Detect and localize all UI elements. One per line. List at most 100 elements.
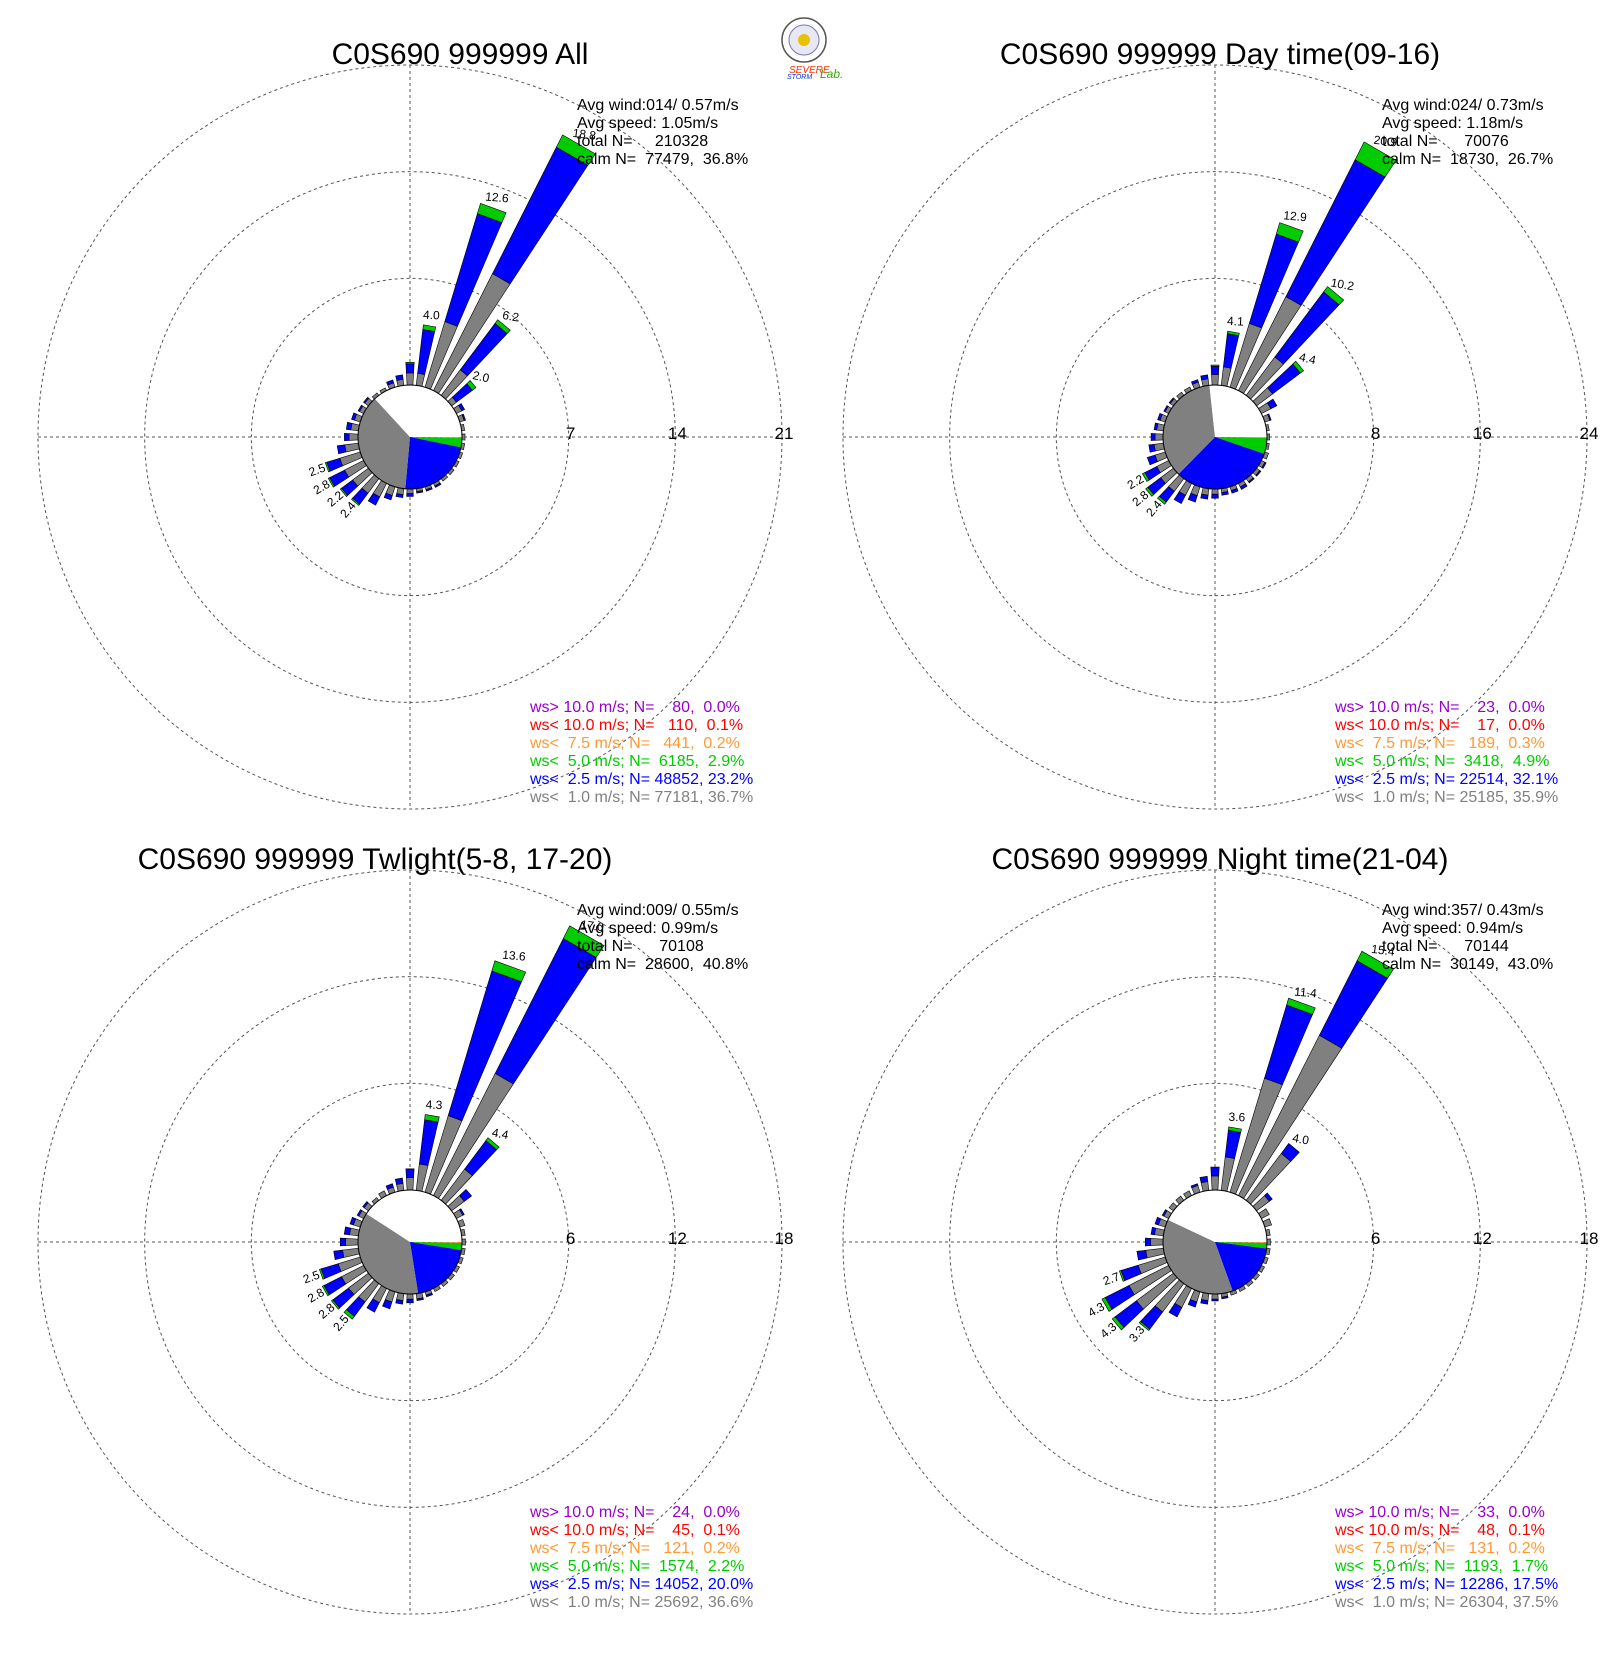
rose-bar-segment	[407, 494, 414, 497]
panel-title: C0S690 999999 Night time(21-04)	[992, 843, 1449, 876]
rose-bar-segment	[1212, 374, 1219, 385]
legend-entry: ws> 10.0 m/s; N= 24, 0.0%	[529, 1504, 740, 1521]
rose-bar-segment	[407, 1299, 414, 1303]
rose-bar-segment	[1201, 494, 1208, 499]
legend-entry: ws< 2.5 m/s; N= 12286, 17.5%	[1334, 1576, 1558, 1593]
legend-entry: ws< 5.0 m/s; N= 6185, 2.9%	[529, 753, 744, 770]
rose-bar-segment	[1201, 1182, 1209, 1192]
legend-entry: ws< 10.0 m/s; N= 45, 0.1%	[529, 1522, 740, 1539]
bar-label: 13.6	[502, 948, 527, 964]
rose-bar-segment	[1145, 1238, 1150, 1246]
rose-bar-segment	[1212, 494, 1219, 498]
legend-entry: ws< 10.0 m/s; N= 17, 0.0%	[1334, 717, 1545, 734]
rose-bar-segment	[1212, 1294, 1218, 1299]
rose-bar-segment	[406, 373, 413, 385]
ring-label: 18	[1580, 1229, 1599, 1248]
legend-entry: ws< 10.0 m/s; N= 48, 0.1%	[1334, 1522, 1545, 1539]
bar-label: 4.1	[1227, 314, 1245, 329]
rose-bar-segment	[1211, 366, 1219, 374]
ring-label: 12	[1473, 1229, 1492, 1248]
rose-bar-segment	[1146, 1248, 1165, 1258]
rose-bar-segment	[1149, 444, 1156, 452]
stats-avg-wind: Avg wind:024/ 0.73m/s	[1382, 97, 1544, 114]
legend-entry: ws< 2.5 m/s; N= 48852, 23.2%	[529, 771, 753, 788]
rose-bar-segment	[334, 1250, 344, 1260]
logo-seal-center	[798, 34, 810, 46]
rose-bar-segment	[1319, 961, 1387, 1048]
rose-bar-segment	[1155, 434, 1163, 441]
legend-entry: ws< 5.0 m/s; N= 1574, 2.2%	[529, 1558, 744, 1575]
rose-bar-segment	[1201, 375, 1208, 380]
stats-calm: calm N= 18730, 26.7%	[1382, 151, 1553, 168]
stats-avg-wind: Avg wind:009/ 0.55m/s	[577, 902, 739, 919]
bar-label: 4.3	[425, 1098, 443, 1113]
rose-bar-segment	[349, 434, 358, 441]
bar-label: 2.5	[301, 1267, 322, 1286]
rose-bar-segment	[407, 1294, 413, 1299]
severe-storm-lab-logo: SEVERE STORM Lab.	[782, 18, 843, 81]
rose-bar-segment	[1211, 1176, 1218, 1190]
ring-label: 7	[566, 424, 575, 443]
bar-label: 12.9	[1283, 208, 1308, 224]
legend-entry: ws< 7.5 m/s; N= 131, 0.2%	[1334, 1540, 1545, 1557]
rose-bar-segment	[1137, 1250, 1147, 1260]
legend-entry: ws< 1.0 m/s; N= 26304, 37.5%	[1334, 1594, 1558, 1611]
rose-bar-segment	[345, 443, 360, 452]
legend-entry: ws> 10.0 m/s; N= 33, 0.0%	[1334, 1504, 1545, 1521]
legend-entry: ws> 10.0 m/s; N= 23, 0.0%	[1334, 699, 1545, 716]
logo-text-lab: Lab.	[820, 67, 843, 81]
rose-bar-segment	[343, 1248, 360, 1257]
stats-calm: calm N= 30149, 43.0%	[1382, 956, 1553, 973]
bar-label: 6.2	[501, 308, 520, 325]
rose-bar-segment	[416, 373, 425, 386]
stats-total: total N= 70144	[1382, 938, 1509, 955]
rose-bar-segment	[395, 1178, 403, 1185]
bar-label: 4.4	[1298, 350, 1318, 367]
panel-title: C0S690 999999 Twlight(5-8, 17-20)	[138, 843, 613, 876]
rose-bar-segment	[396, 494, 403, 498]
ring-label: 6	[566, 1229, 575, 1248]
legend-entry: ws< 1.0 m/s; N= 25692, 36.6%	[529, 1594, 753, 1611]
rose-bar-segment	[406, 364, 414, 373]
logo-text-storm: STORM	[787, 74, 812, 81]
legend-entry: ws< 7.5 m/s; N= 441, 0.2%	[529, 735, 740, 752]
rose-bar-segment	[1221, 367, 1231, 387]
rose-bar-segment	[346, 1238, 358, 1245]
stats-avg-wind: Avg wind:014/ 0.57m/s	[577, 97, 739, 114]
legend-entry: ws< 2.5 m/s; N= 14052, 20.0%	[529, 1576, 753, 1593]
rose-bar-segment	[396, 1300, 403, 1305]
bar-label: 10.2	[1330, 276, 1356, 294]
stats-avg-speed: Avg speed: 1.18m/s	[1382, 115, 1523, 132]
rose-bar-segment	[1211, 365, 1219, 366]
legend-entry: ws< 2.5 m/s; N= 22514, 32.1%	[1334, 771, 1558, 788]
panel-title: C0S690 999999 Day time(09-16)	[1000, 38, 1440, 71]
rose-bar-segment	[1151, 433, 1155, 440]
bar-label: 11.4	[1294, 985, 1318, 1001]
stats-calm: calm N= 77479, 36.8%	[577, 151, 748, 168]
bar-label: 12.6	[485, 189, 510, 205]
bar-label: 2.7	[1101, 1269, 1122, 1288]
rose-bar-segment	[1211, 1167, 1219, 1176]
ring-label: 6	[1371, 1229, 1380, 1248]
stats-avg-speed: Avg speed: 0.94m/s	[1382, 920, 1523, 937]
rose-bar-segment	[340, 1238, 345, 1246]
legend-entry: ws< 1.0 m/s; N= 77181, 36.7%	[529, 789, 753, 806]
legend-entry: ws< 10.0 m/s; N= 110, 0.1%	[529, 717, 743, 734]
rose-bar-segment	[1151, 1238, 1163, 1245]
rose-bar-segment	[344, 433, 349, 440]
rose-bar-segment	[1225, 1130, 1241, 1158]
rose-bar-segment	[337, 445, 346, 454]
rose-bar-segment	[493, 147, 588, 284]
rose-bar-segment	[406, 362, 414, 364]
ring-label: 16	[1473, 424, 1492, 443]
bar-label: 4.0	[423, 308, 441, 323]
stats-total: total N= 210328	[577, 133, 708, 150]
rose-bar-segment	[1154, 443, 1164, 451]
calm-pie-slice	[410, 1242, 461, 1293]
rose-bar-segment	[406, 1169, 414, 1178]
